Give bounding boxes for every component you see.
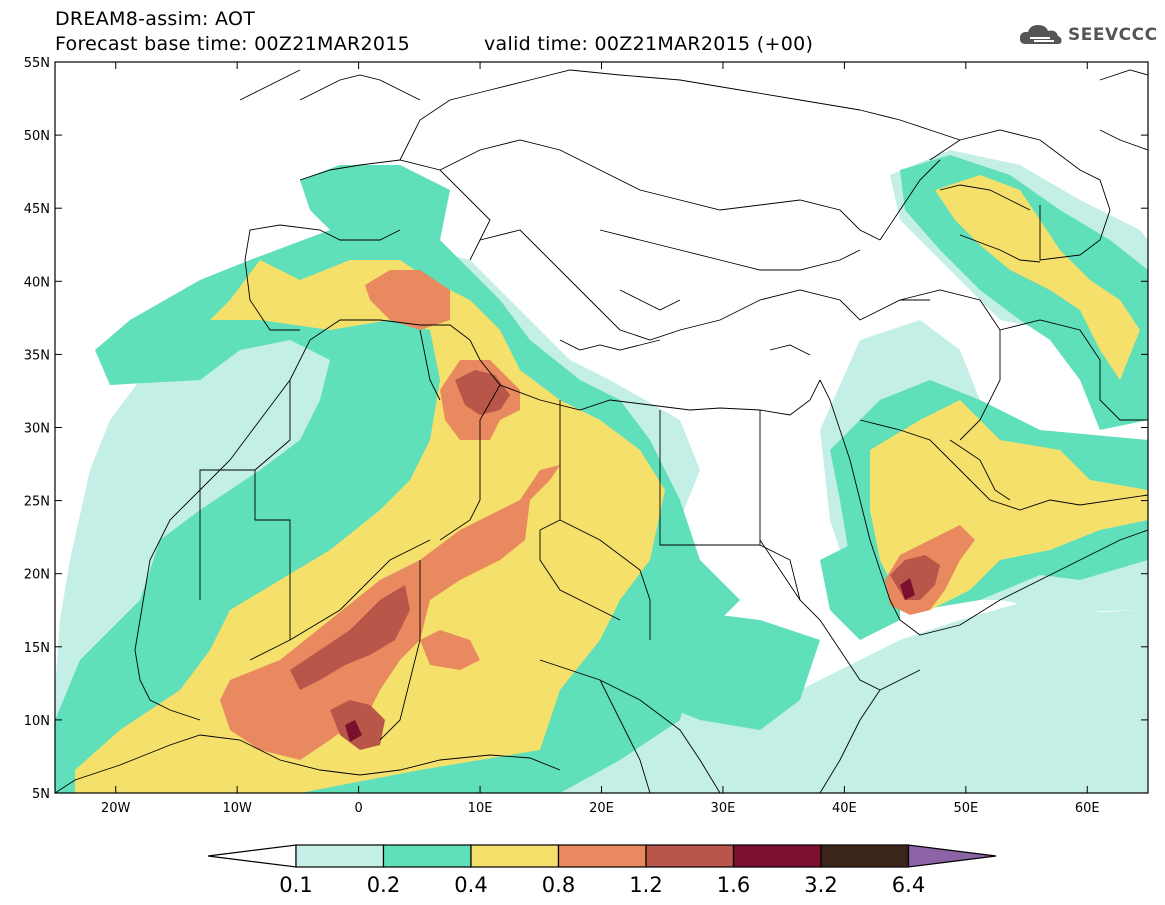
colorbar-level-label: 0.8: [542, 873, 575, 897]
colorbar-level-label: 0.4: [454, 873, 487, 897]
colorbar-below-triangle: [207, 844, 297, 868]
colorbar-boxes: [207, 844, 997, 868]
seevccc-logo: SEEVCCC: [1018, 22, 1158, 48]
colorbar-level-label: 0.2: [367, 873, 400, 897]
aot-fields: [55, 150, 1148, 793]
lat-label: 35N: [24, 348, 50, 363]
colorbar-box: [732, 844, 822, 868]
map-title: DREAM8-assim: AOT: [55, 8, 256, 30]
colorbar-level-label: 6.4: [892, 873, 925, 897]
latitude-ticks: 55N 50N 45N 40N 35N 30N 25N 20N 15N 10N 5N: [24, 56, 1148, 802]
lon-label: 20E: [589, 801, 614, 816]
lat-label: 45N: [24, 202, 50, 217]
coastlines-borders: [55, 69, 1148, 793]
aot-band-1.6: [345, 578, 915, 742]
colorbar-level-label: 1.6: [717, 873, 750, 897]
lon-label: 50E: [953, 801, 978, 816]
colorbar-level-label: 3.2: [804, 873, 837, 897]
lon-label: 30E: [711, 801, 736, 816]
lat-label: 40N: [24, 275, 50, 290]
lon-label: 10W: [222, 801, 252, 816]
forecast-base-time: Forecast base time: 00Z21MAR2015: [55, 33, 411, 55]
aot-band-1.2: [290, 370, 940, 750]
lat-label: 15N: [24, 641, 50, 656]
cloud-logo-icon: [1019, 25, 1062, 44]
lat-label: 55N: [24, 56, 50, 71]
colorbar-box: [820, 844, 910, 868]
lon-label: 10E: [468, 801, 493, 816]
colorbar-labels: 0.1 0.2 0.4 0.8 1.2 1.6 3.2 6.4: [279, 873, 925, 897]
map-frame: 55N 50N 45N 40N 35N 30N 25N 20N 15N 10N 5N 20W 10W 0…: [24, 56, 1149, 816]
lat-label: 30N: [24, 422, 50, 437]
colorbar-box: [382, 844, 472, 868]
colorbar-level-label: 1.2: [629, 873, 662, 897]
lat-label: 50N: [24, 129, 50, 144]
lat-label: 20N: [24, 568, 50, 583]
colorbar-box: [470, 844, 560, 868]
colorbar-box: [295, 844, 385, 868]
longitude-ticks: 20W 10W 0 10E 20E 30E 40E 50E 60E: [101, 62, 1100, 816]
lon-label: 60E: [1075, 801, 1100, 816]
lat-label: 25N: [24, 495, 50, 510]
logo-text: SEEVCCC: [1068, 25, 1158, 45]
valid-time: valid time: 00Z21MAR2015 (+00): [484, 33, 814, 55]
lon-label: 40E: [832, 801, 857, 816]
lat-label: 5N: [32, 787, 50, 802]
colorbar-box: [645, 844, 735, 868]
colorbar-level-label: 0.1: [279, 873, 312, 897]
colorbar-box: [557, 844, 647, 868]
lat-label: 10N: [24, 714, 50, 729]
lon-label: 20W: [101, 801, 131, 816]
lon-label: 0: [354, 801, 362, 816]
colorbar-above-triangle: [907, 844, 997, 868]
